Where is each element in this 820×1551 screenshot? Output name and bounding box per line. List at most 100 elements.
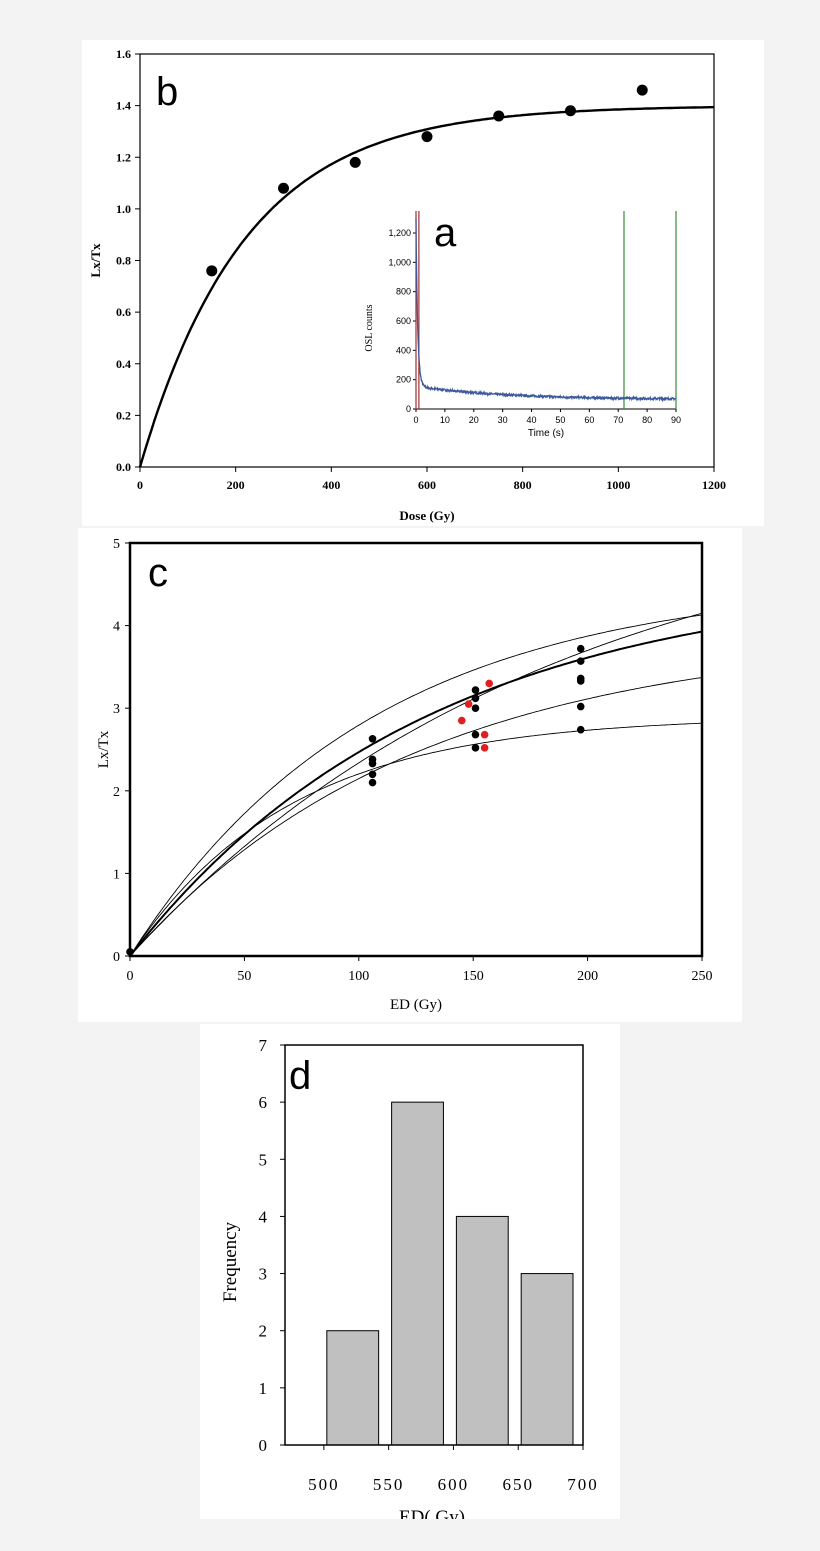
- y-tick-label: 4: [259, 1207, 268, 1226]
- x-axis-label: Dose (Gy): [399, 508, 454, 523]
- data-point-red: [480, 744, 489, 752]
- x-tick-label: 650: [502, 1475, 534, 1494]
- chart-d: 0 1 2 3 4 5 6 7 500 550 600 650 700 ED( Gy) Frequency d: [220, 1036, 599, 1519]
- panel-letter-a: a: [434, 211, 457, 255]
- y-tick-label: 1.2: [116, 150, 131, 164]
- x-axis-label: ED( Gy): [399, 1507, 465, 1519]
- y-tick-label: 4: [113, 620, 120, 635]
- fit-curve: [129, 612, 703, 957]
- y-tick-label: 5: [113, 537, 120, 552]
- data-point: [636, 84, 648, 96]
- y-axis-label: Lx/Tx: [88, 243, 103, 277]
- data-point-red: [480, 730, 489, 739]
- data-point: [576, 677, 585, 685]
- data-point: [471, 686, 480, 694]
- inset-x-axis-label: Time (s): [528, 428, 564, 439]
- panel-b: 0.0 0.2 0.4 0.6 0.8 1.0 1.2 1.4 1.6 0 200 400 600 800…: [82, 40, 764, 526]
- data-point: [471, 694, 480, 703]
- x-tick-label: 700: [567, 1475, 599, 1494]
- data-point: [471, 730, 480, 739]
- data-point: [368, 770, 377, 779]
- inset-y-tick-label: 1,000: [388, 257, 411, 267]
- bar: [391, 1101, 444, 1446]
- x-tick-label: 50: [237, 969, 251, 984]
- inset-y-tick-label: 1,200: [388, 228, 411, 238]
- fit-curve: [129, 722, 703, 957]
- x-tick-label: 1200: [702, 478, 726, 492]
- y-tick-label: 0: [259, 1436, 268, 1455]
- x-axis-label: ED (Gy): [390, 997, 442, 1013]
- x-tick-label: 800: [514, 478, 532, 492]
- bar: [520, 1273, 574, 1446]
- x-tick-label: 200: [227, 478, 245, 492]
- inset-x-tick-label: 50: [555, 415, 565, 425]
- data-point: [565, 105, 576, 117]
- fit-curve: [138, 106, 714, 468]
- y-tick-label: 0: [113, 950, 120, 965]
- panel-letter-c: c: [148, 551, 168, 595]
- data-point: [576, 657, 585, 665]
- x-tick-label: 150: [463, 969, 484, 984]
- inset-y-tick-label: 0: [406, 404, 411, 414]
- data-point: [206, 265, 218, 277]
- y-tick-label: 0.2: [116, 408, 131, 422]
- fit-curve: [129, 614, 703, 957]
- osl-decay-curve: [415, 218, 677, 403]
- y-tick-label: 1: [259, 1379, 268, 1398]
- x-tick-label: 600: [418, 478, 436, 492]
- inset-x-tick-label: 40: [527, 415, 537, 425]
- x-tick-label: 200: [577, 969, 598, 984]
- data-point: [576, 725, 585, 734]
- inset-x-tick-label: 60: [584, 415, 594, 425]
- data-point-red: [485, 679, 494, 688]
- y-tick-label: 3: [113, 702, 120, 717]
- x-tick-label: 100: [348, 969, 369, 984]
- y-tick-label: 6: [259, 1093, 268, 1112]
- inset-y-tick-label: 800: [396, 287, 411, 297]
- panel-letter-d: d: [289, 1054, 311, 1098]
- inset-x-tick-label: 0: [413, 415, 418, 425]
- y-tick-label: 2: [259, 1322, 268, 1341]
- y-tick-label: 1.6: [116, 47, 131, 61]
- data-point: [471, 744, 480, 752]
- inset-x-tick-label: 30: [498, 415, 508, 425]
- plot-frame: [139, 53, 715, 468]
- bar: [455, 1215, 509, 1446]
- x-tick-label: 250: [692, 969, 713, 984]
- data-point: [576, 644, 585, 653]
- x-tick-label: 550: [373, 1475, 405, 1494]
- x-tick-label: 0: [127, 969, 134, 984]
- inset-x-tick-label: 10: [440, 415, 450, 425]
- inset-x-tick-label: 70: [613, 415, 623, 425]
- chart-b: 0.00.20.40.60.81.01.21.41.60 200 400 600 800…: [88, 47, 726, 523]
- y-tick-label: 0.6: [116, 305, 131, 319]
- y-tick-label: 2: [113, 785, 120, 800]
- data-point: [368, 778, 377, 787]
- data-point: [421, 131, 433, 143]
- inset-x-tick-label: 90: [671, 415, 681, 425]
- y-tick-label: 5: [259, 1150, 268, 1169]
- y-axis-label: Frequency: [220, 1221, 241, 1302]
- y-tick-label: 0.0: [116, 460, 131, 474]
- x-tick-label: 600: [438, 1475, 470, 1494]
- plot-frame: [128, 541, 704, 958]
- y-tick-label: 1.0: [116, 202, 131, 216]
- inset-y-tick-label: 200: [396, 375, 411, 385]
- data-point: [493, 110, 505, 122]
- fit-curve-mean: [129, 630, 703, 957]
- inset-y-tick-label: 400: [396, 345, 411, 355]
- y-tick-label: 3: [259, 1265, 268, 1284]
- plot-frame: [284, 1044, 584, 1446]
- x-tick-label: 500: [308, 1475, 340, 1494]
- data-point: [368, 759, 377, 768]
- y-tick-label: 0.4: [116, 357, 131, 371]
- fit-curve: [129, 677, 703, 957]
- y-tick-label: 7: [259, 1036, 268, 1055]
- inset-x-tick-label: 80: [642, 415, 652, 425]
- panel-d: 0 1 2 3 4 5 6 7 500 550 600 650 700 ED( Gy) Frequency d: [200, 1024, 620, 1519]
- y-axis-label: Lx/Tx: [96, 730, 112, 768]
- bar: [326, 1330, 380, 1446]
- y-tick-label: 0.8: [116, 254, 131, 268]
- x-tick-label: 400: [322, 478, 340, 492]
